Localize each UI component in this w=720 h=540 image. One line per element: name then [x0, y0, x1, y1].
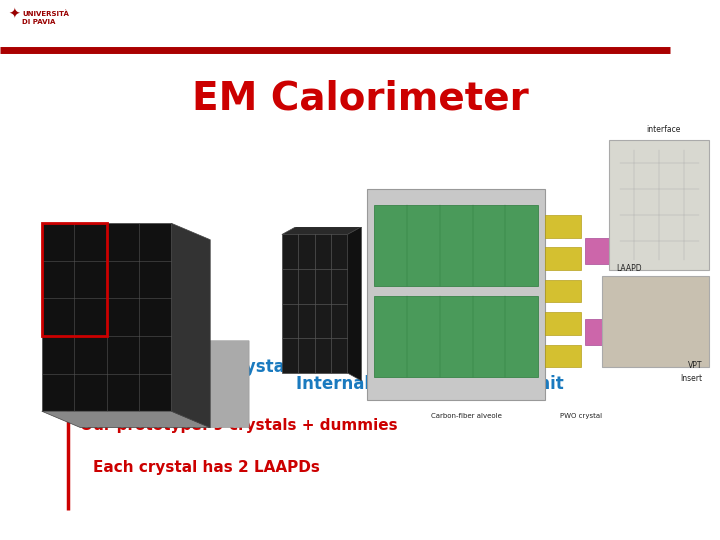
Text: Our prototype: 9 crystals + dummies: Our prototype: 9 crystals + dummies: [80, 418, 397, 433]
Polygon shape: [42, 411, 210, 428]
Text: EM Calorimeter: EM Calorimeter: [192, 80, 528, 118]
Polygon shape: [367, 189, 545, 400]
Text: UNIVERSITÀ
DI PAVIA: UNIVERSITÀ DI PAVIA: [22, 10, 69, 24]
Polygon shape: [42, 224, 171, 411]
Polygon shape: [347, 227, 361, 381]
Polygon shape: [545, 280, 581, 302]
Polygon shape: [374, 205, 539, 286]
Polygon shape: [609, 140, 709, 270]
Text: Carbon-fiber alveole: Carbon-fiber alveole: [431, 413, 503, 418]
Polygon shape: [545, 345, 581, 367]
Text: LAAPD: LAAPD: [616, 264, 642, 273]
Polygon shape: [171, 224, 210, 428]
Text: Subunit of 16 crystals: Subunit of 16 crystals: [95, 358, 300, 376]
Text: interface: interface: [646, 125, 680, 134]
FancyArrowPatch shape: [297, 296, 345, 316]
Polygon shape: [171, 341, 249, 428]
Polygon shape: [282, 234, 347, 373]
Text: Each crystal has 2 LAAPDs: Each crystal has 2 LAAPDs: [93, 460, 320, 475]
Text: ✦: ✦: [8, 8, 19, 22]
Polygon shape: [545, 247, 581, 270]
Polygon shape: [545, 312, 581, 335]
Polygon shape: [585, 319, 627, 345]
Text: VPT: VPT: [688, 361, 702, 370]
Polygon shape: [603, 276, 709, 367]
Polygon shape: [545, 215, 581, 238]
Polygon shape: [585, 238, 627, 264]
Polygon shape: [282, 227, 361, 234]
Text: Internal structure of subunit: Internal structure of subunit: [296, 375, 564, 393]
Polygon shape: [374, 296, 539, 377]
Text: Insert: Insert: [680, 374, 702, 383]
Text: PWO crystal: PWO crystal: [559, 413, 602, 418]
